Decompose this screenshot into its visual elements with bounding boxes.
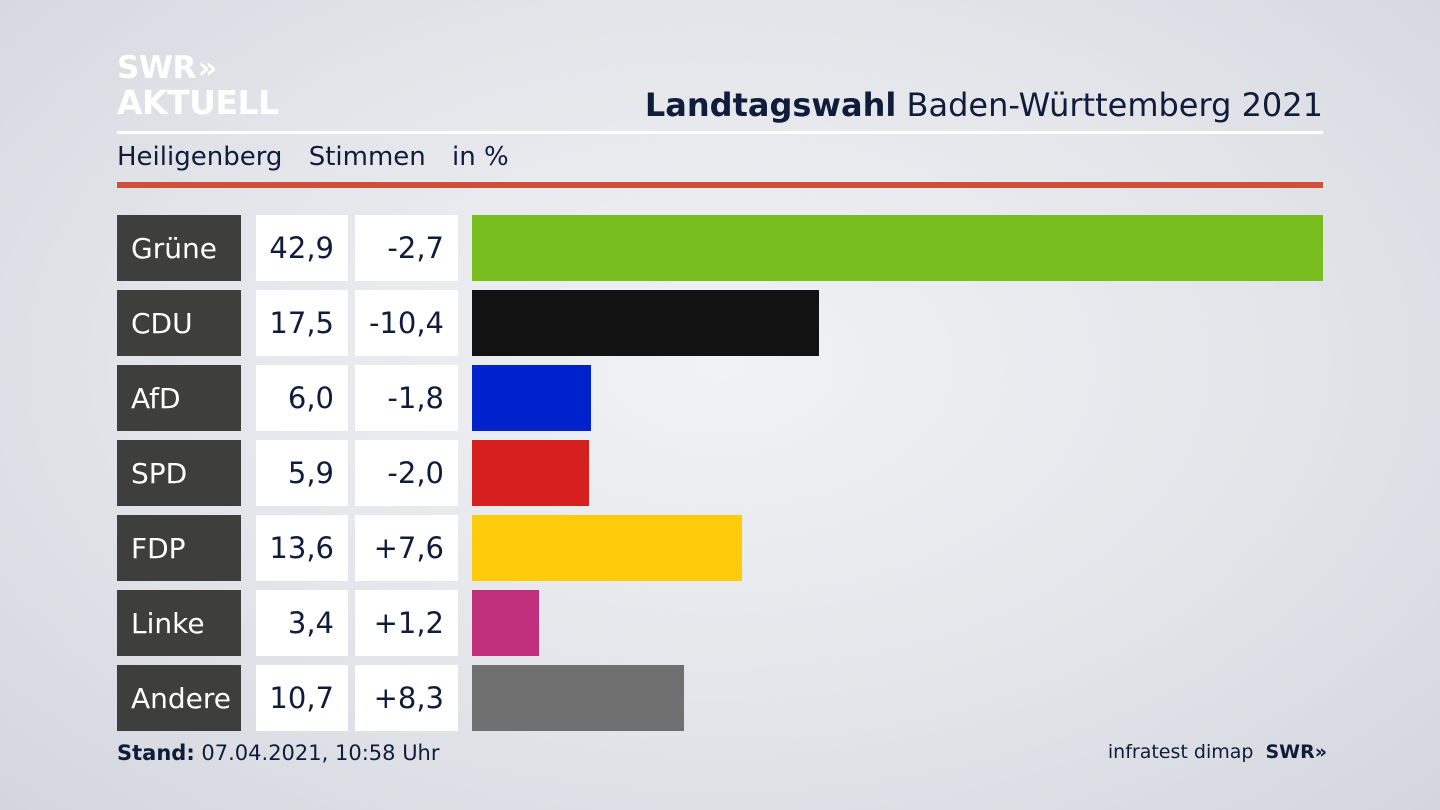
- source-credit: infratest dimap SWR»: [1107, 741, 1327, 763]
- bar-gr-ne: [472, 215, 1323, 281]
- change-value: -10,4: [355, 290, 458, 356]
- brand-chevron-icon: »: [1314, 741, 1327, 763]
- party-label: CDU: [117, 290, 241, 356]
- vote-share-value: 13,6: [256, 515, 348, 581]
- page-title: Landtagswahl Baden-Württemberg 2021: [645, 86, 1323, 124]
- party-label: Linke: [117, 590, 241, 656]
- vote-share-value: 10,7: [256, 665, 348, 731]
- vote-share-value: 3,4: [256, 590, 348, 656]
- party-label: AfD: [117, 365, 241, 431]
- chart-row: Linke 3,4 +1,2: [117, 590, 1323, 656]
- vote-share-value: 17,5: [256, 290, 348, 356]
- subtitle-unit: in %: [452, 142, 509, 172]
- bar-linke: [472, 590, 539, 656]
- header-divider: [117, 131, 1323, 134]
- bar-spd: [472, 440, 589, 506]
- change-value: -1,8: [355, 365, 458, 431]
- subtitle-location: Heiligenberg: [117, 142, 283, 172]
- change-value: +1,2: [355, 590, 458, 656]
- subtitle: Heiligenberg Stimmen in %: [117, 142, 527, 172]
- swr-aktuell-logo: SWR» AKTUELL: [117, 50, 279, 122]
- stand-value: 07.04.2021, 10:58 Uhr: [201, 741, 440, 765]
- title-bold: Landtagswahl: [644, 86, 897, 124]
- bar-andere: [472, 665, 684, 731]
- vote-share-value: 5,9: [256, 440, 348, 506]
- vote-share-value: 42,9: [256, 215, 348, 281]
- change-value: +8,3: [355, 665, 458, 731]
- logo-chevron-icon: »: [197, 50, 218, 86]
- bar-fdp: [472, 515, 742, 581]
- party-label: Andere: [117, 665, 241, 731]
- chart-row: Andere 10,7 +8,3: [117, 665, 1323, 731]
- bar-afd: [472, 365, 591, 431]
- party-label: Grüne: [117, 215, 241, 281]
- change-value: -2,0: [355, 440, 458, 506]
- party-label: SPD: [117, 440, 241, 506]
- title-rest: Baden-Württemberg 2021: [906, 86, 1324, 124]
- swr-brand: SWR: [1265, 741, 1315, 763]
- chart-row: Grüne 42,9 -2,7: [117, 215, 1323, 281]
- accent-divider: [117, 182, 1323, 188]
- chart-row: FDP 13,6 +7,6: [117, 515, 1323, 581]
- vote-share-value: 6,0: [256, 365, 348, 431]
- chart-row: CDU 17,5 -10,4: [117, 290, 1323, 356]
- chart-row: AfD 6,0 -1,8: [117, 365, 1323, 431]
- chart-row: SPD 5,9 -2,0: [117, 440, 1323, 506]
- bar-cdu: [472, 290, 819, 356]
- source-text: infratest dimap: [1107, 741, 1254, 763]
- logo-line1: SWR: [117, 50, 196, 86]
- subtitle-measure: Stimmen: [308, 142, 426, 172]
- change-value: +7,6: [355, 515, 458, 581]
- change-value: -2,7: [355, 215, 458, 281]
- party-label: FDP: [117, 515, 241, 581]
- stand-label: Stand:: [117, 741, 195, 765]
- logo-line2: AKTUELL: [117, 83, 279, 122]
- timestamp: Stand: 07.04.2021, 10:58 Uhr: [117, 741, 440, 765]
